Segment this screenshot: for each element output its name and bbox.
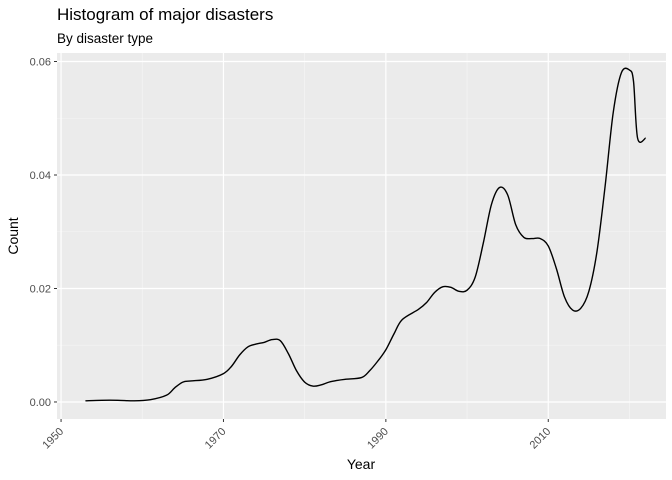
x-tick-label: 1950 [40, 426, 66, 452]
plot-panel [57, 53, 666, 419]
x-tick-label: 1990 [365, 426, 391, 452]
x-tick-label: 1970 [203, 426, 229, 452]
x-tick-label: 2010 [528, 426, 554, 452]
series-layer [85, 67, 647, 402]
y-tick-label: 0.00 [30, 397, 51, 409]
x-axis-title: Year [347, 456, 376, 472]
density-line [85, 67, 647, 402]
y-tick-label: 0.02 [30, 283, 51, 295]
grid-lines [57, 53, 666, 419]
chart-subtitle: By disaster type [57, 31, 153, 46]
y-tick-label: 0.06 [30, 57, 51, 69]
y-axis-title: Count [5, 217, 21, 254]
chart-title: Histogram of major disasters [57, 5, 273, 24]
y-tick-label: 0.04 [30, 170, 51, 182]
